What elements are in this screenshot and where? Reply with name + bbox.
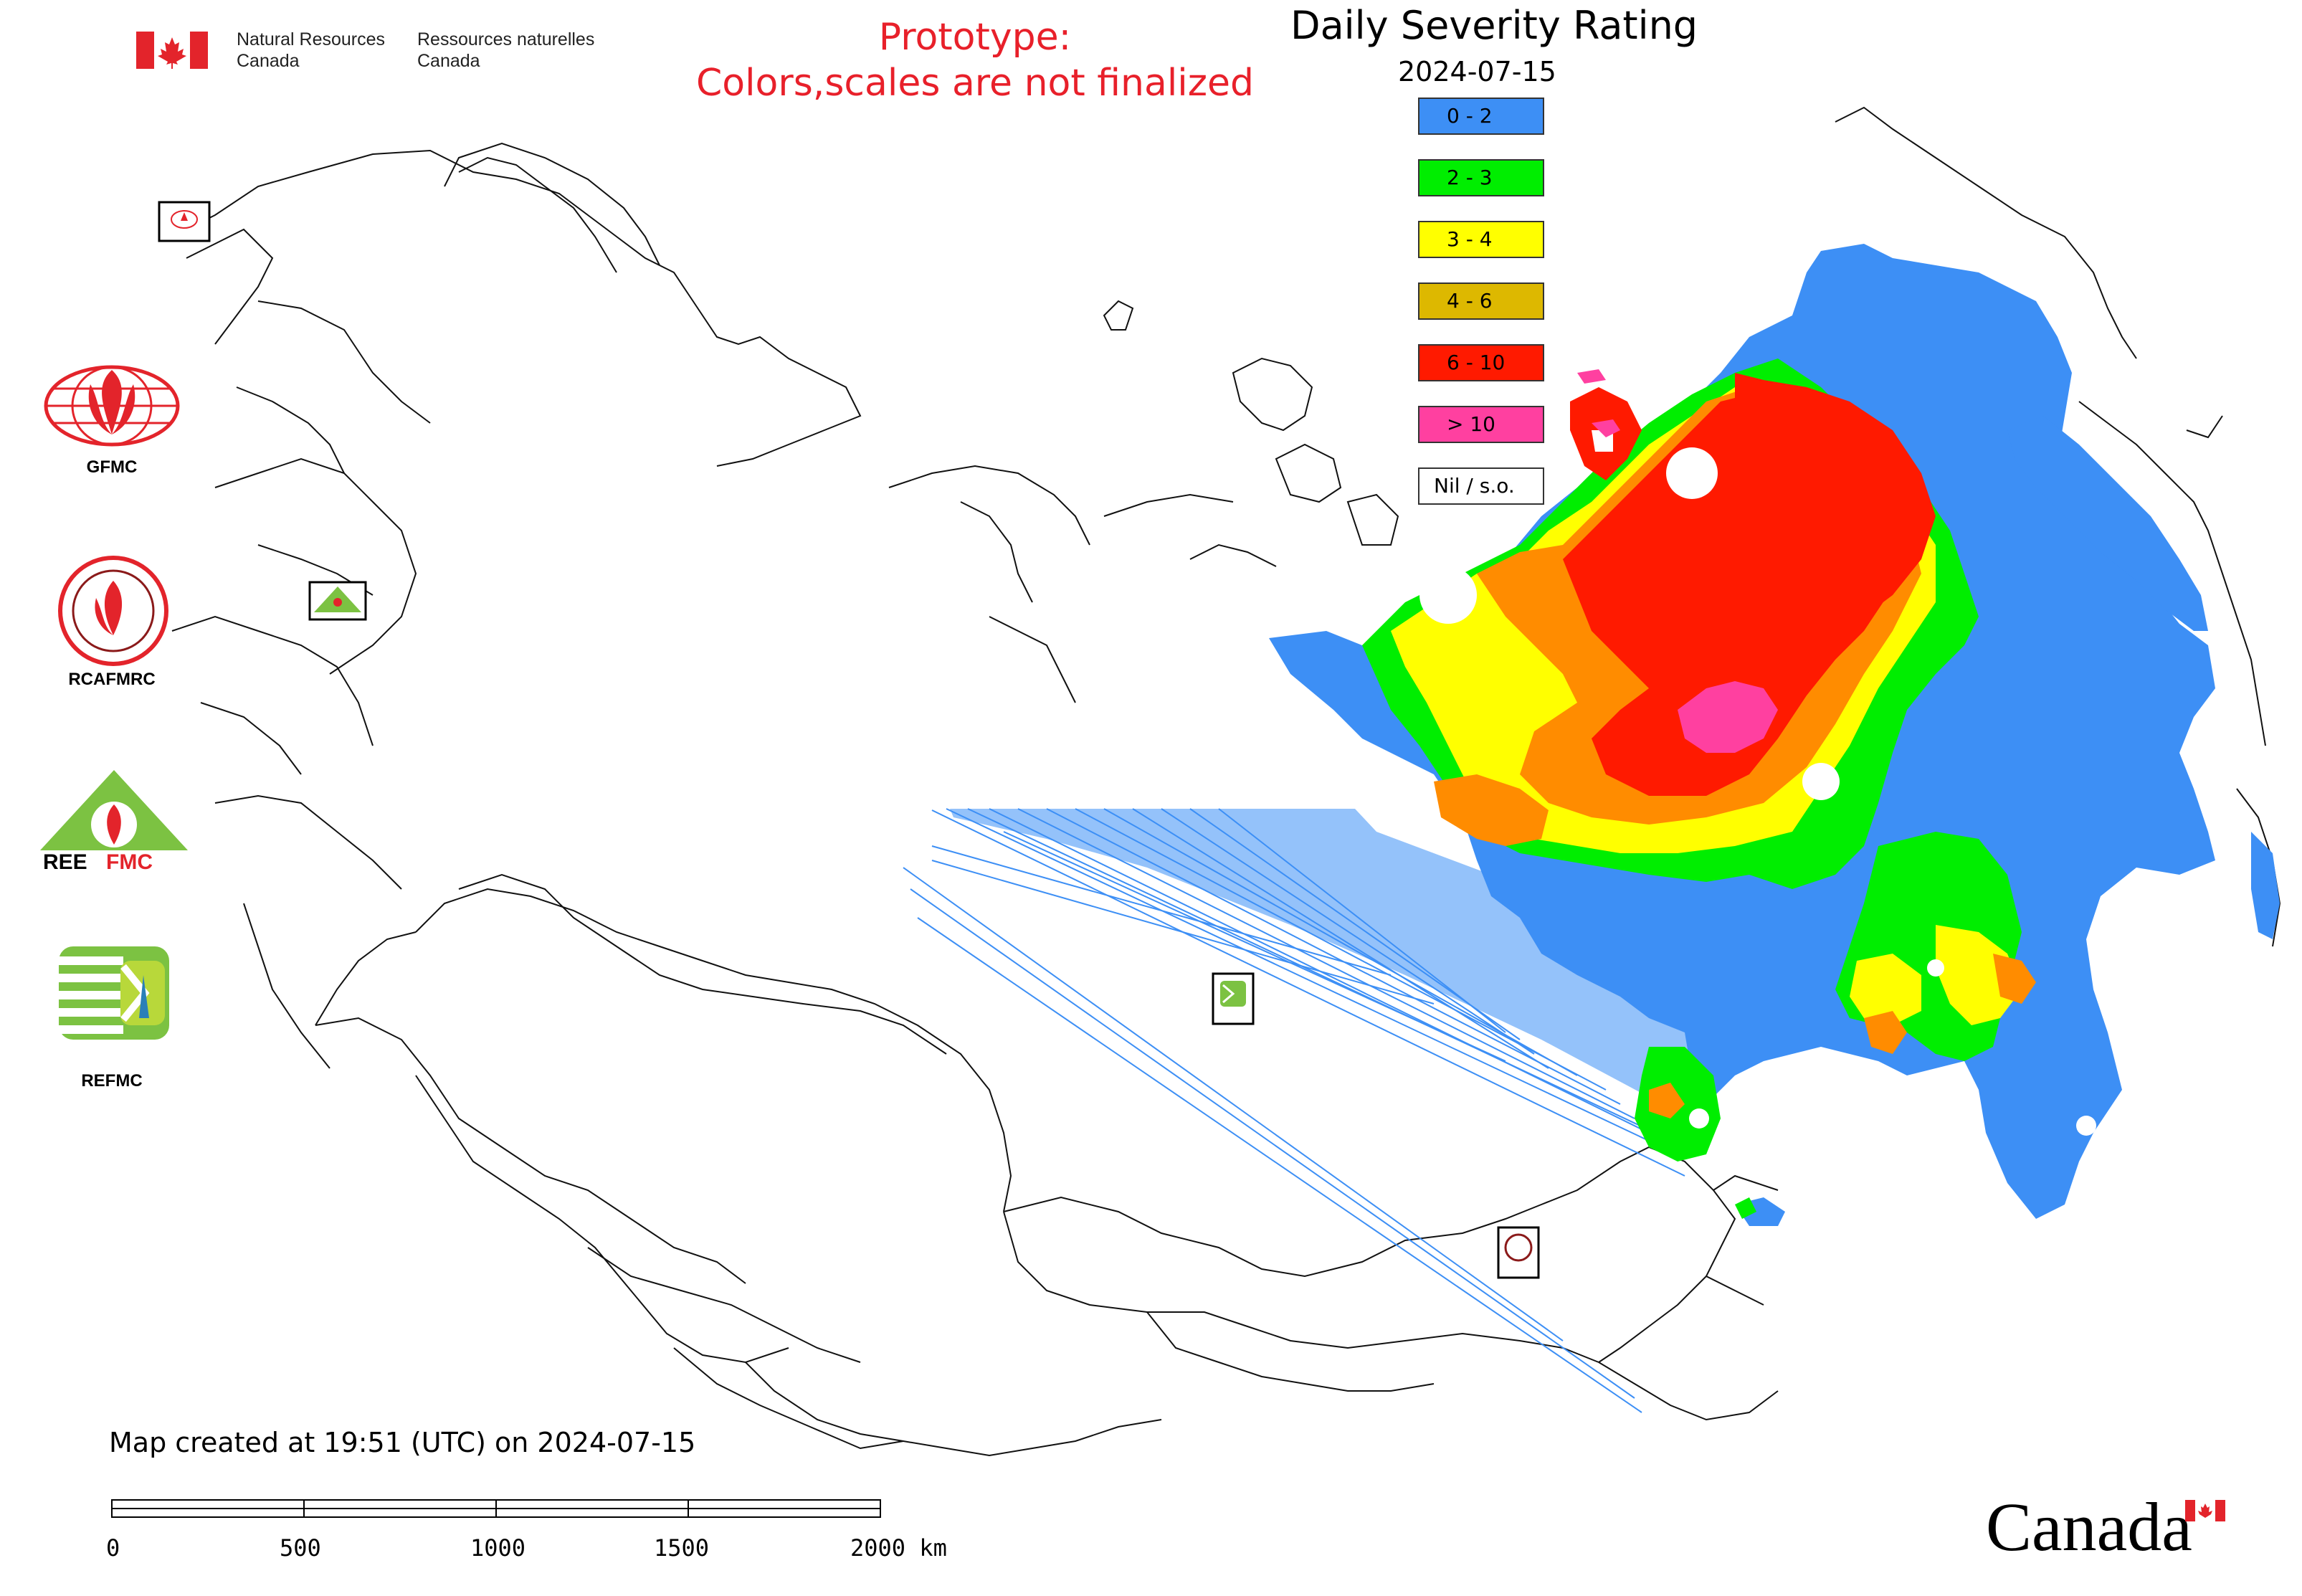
map-title: Daily Severity Rating (1290, 3, 1698, 48)
legend-item: Nil / s.o. (1418, 467, 1544, 505)
data-region (1269, 244, 2280, 1226)
scale-label: 2000 km (850, 1534, 947, 1562)
svg-text:REE: REE (43, 850, 87, 874)
scale-label: 1500 (654, 1534, 710, 1562)
legend-item: 3 - 4 (1418, 221, 1544, 258)
prototype-line2: Colors,scales are not finalized (695, 62, 1255, 105)
department-name-en: Natural Resources Canada (237, 29, 385, 72)
scale-label: 1000 (470, 1534, 526, 1562)
rcafmrc-label: RCAFMRC (68, 670, 156, 689)
reefmc-logo: REE FMC (37, 767, 191, 875)
gfmc-logo (40, 363, 184, 449)
svg-text:FMC: FMC (106, 850, 153, 874)
scale-label: 500 (280, 1534, 321, 1562)
refmc-label: REFMC (81, 1071, 143, 1091)
refmc-logo (59, 946, 169, 1040)
department-en-line2: Canada (237, 51, 300, 71)
map-marker-gfmc (158, 201, 211, 242)
wordmark-flag-icon (2185, 1500, 2225, 1521)
map-marker-rcafmrc (1497, 1226, 1540, 1279)
rcafmrc-logo (57, 555, 169, 667)
department-fr-line1: Ressources naturelles (417, 29, 595, 49)
canada-flag-icon (136, 32, 208, 69)
department-name-fr: Ressources naturelles Canada (417, 29, 594, 72)
scale-bar (111, 1499, 881, 1518)
department-en-line1: Natural Resources (237, 29, 386, 49)
gfmc-label: GFMC (86, 457, 138, 477)
canada-wordmark-text: Canada (1986, 1488, 2192, 1565)
map-marker-reefmc (308, 581, 367, 621)
legend-item: > 10 (1418, 406, 1544, 443)
legend-item: 4 - 6 (1418, 282, 1544, 320)
legend-item: 2 - 3 (1418, 159, 1544, 196)
legend-item: 6 - 10 (1418, 344, 1544, 381)
map-marker-refmc (1212, 972, 1255, 1025)
prototype-line1: Prototype: (878, 16, 1072, 59)
department-fr-line2: Canada (417, 51, 480, 71)
canada-wordmark: Canada (1986, 1487, 2230, 1566)
legend-item: 0 - 2 (1418, 98, 1544, 135)
prototype-notice: Prototype: Colors,scales are not finaliz… (674, 14, 1276, 106)
country-boundaries (171, 106, 2281, 1457)
map-created-note: Map created at 19:51 (UTC) on 2024-07-15 (109, 1427, 696, 1458)
map-date: 2024-07-15 (1398, 56, 1556, 87)
scale-label: 0 (106, 1534, 120, 1562)
